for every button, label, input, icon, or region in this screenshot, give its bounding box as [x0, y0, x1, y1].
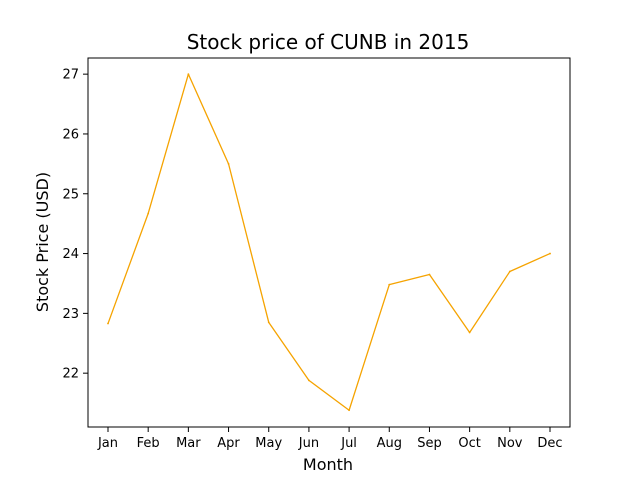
y-tick-label: 22 — [62, 367, 79, 382]
y-tick-label: 24 — [62, 247, 79, 262]
x-tick-label: May — [255, 436, 282, 451]
x-tick-label: Oct — [458, 436, 480, 451]
data-point — [549, 252, 551, 255]
y-tick-label: 25 — [62, 187, 79, 202]
y-tick-label: 27 — [62, 68, 79, 83]
x-tick-label: Nov — [497, 436, 523, 451]
x-tick-label: Sep — [417, 436, 442, 451]
y-tick-label: 26 — [62, 127, 79, 142]
x-tick-label: Mar — [176, 436, 201, 451]
x-tick-label: Jul — [340, 436, 357, 451]
data-point — [308, 379, 310, 382]
series-line — [107, 73, 551, 411]
data-point — [187, 73, 190, 76]
data-point — [388, 283, 391, 286]
x-tick-label: Apr — [217, 436, 240, 451]
x-tick-label: Dec — [537, 436, 562, 451]
y-axis-label: Stock Price (USD) — [33, 172, 52, 312]
data-point — [267, 321, 270, 324]
y-tick-label: 23 — [62, 307, 79, 322]
x-tick-label: Jan — [97, 436, 118, 451]
data-point — [468, 331, 471, 334]
data-point — [227, 162, 230, 165]
x-tick-label: Aug — [377, 436, 402, 451]
data-point — [348, 409, 350, 412]
plot-area — [107, 73, 551, 412]
chart-title: Stock price of CUNB in 2015 — [187, 30, 470, 54]
data-point — [147, 212, 150, 215]
x-tick-label: Feb — [137, 436, 160, 451]
data-point — [107, 322, 109, 325]
plot-frame — [87, 57, 571, 428]
data-point — [508, 270, 511, 273]
y-axis: 22 23 24 25 26 27 — [62, 68, 88, 382]
data-point — [428, 273, 431, 276]
x-axis-label: Month — [303, 455, 353, 474]
x-tick-label: Jun — [298, 436, 319, 451]
x-axis: Jan Feb Mar Apr May Jun Jul Aug Sep Oct Nov Dec — [97, 427, 563, 451]
